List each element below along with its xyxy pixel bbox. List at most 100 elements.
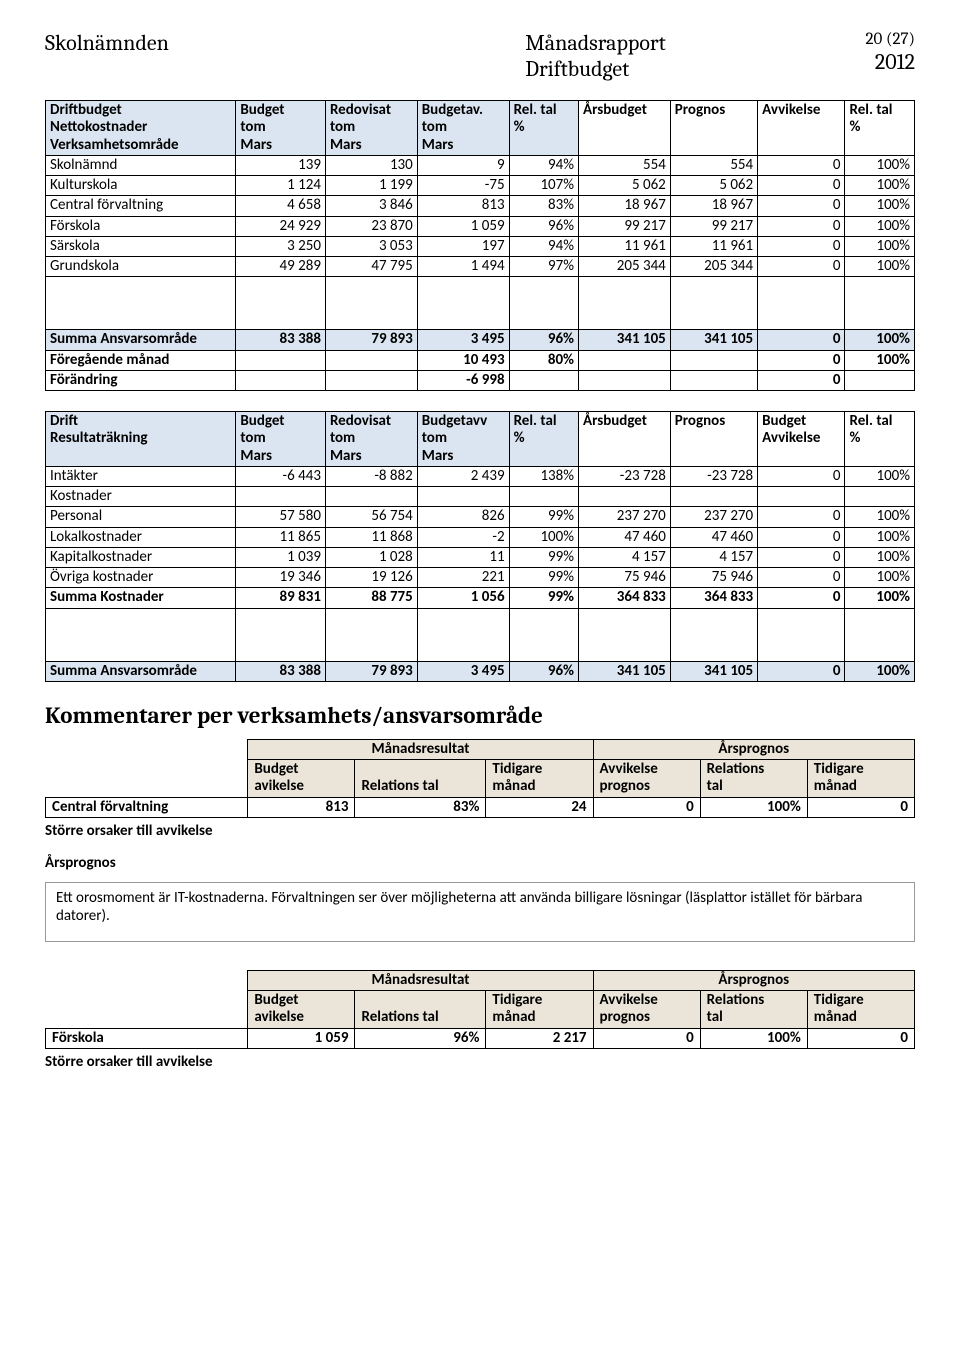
t2-h6a: Prognos bbox=[675, 412, 725, 430]
t2-h7b: Avvikelse bbox=[762, 429, 820, 447]
t1-cell: 554 bbox=[670, 155, 757, 175]
cmt-a2b: tal bbox=[707, 777, 723, 795]
t1-cell: 0 bbox=[758, 176, 845, 196]
t1-cell: 11 961 bbox=[670, 236, 757, 256]
t2-cell: 11 865 bbox=[236, 527, 326, 547]
t2-cell: 2 439 bbox=[417, 466, 509, 486]
t2-cell: 4 157 bbox=[670, 547, 757, 567]
t1-cell: 5 062 bbox=[578, 176, 670, 196]
t1-cell: 100% bbox=[845, 155, 915, 175]
cmt-a3: Tidigare bbox=[814, 760, 864, 778]
t1-h3b: tom bbox=[422, 118, 447, 136]
t1-h0a: Driftbudget bbox=[50, 101, 122, 119]
t1-h2a: Redovisat bbox=[330, 101, 391, 119]
t1-prev-1 bbox=[325, 350, 417, 370]
t1-cell: -75 bbox=[417, 176, 509, 196]
t1-cell: 3 846 bbox=[325, 196, 417, 216]
t1-h6a: Prognos bbox=[675, 101, 725, 119]
c2-m3b: månad bbox=[492, 1008, 535, 1026]
t2-cell bbox=[236, 487, 326, 507]
cmt1-2: 24 bbox=[486, 797, 593, 817]
t2-cell: 75 946 bbox=[670, 568, 757, 588]
t2-cell: 1 028 bbox=[325, 547, 417, 567]
t2-suma-label: Summa Ansvarsområde bbox=[46, 661, 236, 681]
t1-h1b: tom bbox=[240, 118, 265, 136]
t1-label: Kulturskola bbox=[46, 176, 236, 196]
t2-cell: 19 346 bbox=[236, 568, 326, 588]
t2-h3b: tom bbox=[422, 429, 447, 447]
t1-chg-7 bbox=[845, 370, 915, 390]
t2-cell: 100% bbox=[509, 527, 578, 547]
comment-table-2: Månadsresultat Årsprognos Budgetavikelse… bbox=[45, 970, 915, 1049]
t1-cell: 3 053 bbox=[325, 236, 417, 256]
t2-cell: 237 270 bbox=[670, 507, 757, 527]
storre-label-2: Större orsaker till avvikelse bbox=[45, 1053, 915, 1071]
t1-cell: 49 289 bbox=[236, 257, 326, 277]
t2-sk-6: 0 bbox=[758, 588, 845, 608]
t2-sk-0: 89 831 bbox=[236, 588, 326, 608]
t1-cell: 100% bbox=[845, 236, 915, 256]
t1-sum-1: 79 893 bbox=[325, 330, 417, 350]
t2-cell: 99% bbox=[509, 568, 578, 588]
t1-chg-1 bbox=[325, 370, 417, 390]
t2-sk-4: 364 833 bbox=[578, 588, 670, 608]
t2-cell: -2 bbox=[417, 527, 509, 547]
t1-row: Skolnämnd139130994%5545540100% bbox=[46, 155, 915, 175]
t2-cell: 4 157 bbox=[578, 547, 670, 567]
t1-prev-4 bbox=[578, 350, 670, 370]
t1-cell: 205 344 bbox=[578, 257, 670, 277]
t2-sk-7: 100% bbox=[845, 588, 915, 608]
t1-cell: 1 059 bbox=[417, 216, 509, 236]
t1-prev-row: Föregående månad 10 493 80% 0 100% bbox=[46, 350, 915, 370]
t2-cell: 826 bbox=[417, 507, 509, 527]
cmt2-4: 100% bbox=[700, 1028, 807, 1048]
cmt-a3b: månad bbox=[814, 777, 857, 795]
t2-cell: 138% bbox=[509, 466, 578, 486]
t2-row: Kapitalkostnader1 0391 0281199%4 1574 15… bbox=[46, 547, 915, 567]
t2-h8a: Rel. tal bbox=[849, 412, 892, 430]
cmt2-h-m: Månadsresultat bbox=[248, 970, 593, 990]
header-left: Skolnämnden bbox=[45, 30, 385, 82]
t2-cell: 11 bbox=[417, 547, 509, 567]
t1-cell: 24 929 bbox=[236, 216, 326, 236]
t2-sa-0: 83 388 bbox=[236, 661, 326, 681]
t1-sum-0: 83 388 bbox=[236, 330, 326, 350]
t2-suma-row: Summa Ansvarsområde 83 388 79 893 3 495 … bbox=[46, 661, 915, 681]
t2-cell: -23 728 bbox=[578, 466, 670, 486]
c2-a2b: tal bbox=[707, 1008, 723, 1026]
t1-prev-label: Föregående månad bbox=[46, 350, 236, 370]
section-title: Kommentarer per verksamhets/ansvarsområd… bbox=[45, 702, 915, 729]
t1-cell: 100% bbox=[845, 216, 915, 236]
cmt1-3: 0 bbox=[593, 797, 700, 817]
cmt-h-m: Månadsresultat bbox=[248, 739, 593, 759]
t1-h0b: Nettokostnader bbox=[50, 118, 147, 136]
t2-cell: 0 bbox=[758, 547, 845, 567]
t1-cell: 94% bbox=[509, 236, 578, 256]
t2-h1b: tom bbox=[240, 429, 265, 447]
t1-sum-label: Summa Ansvarsområde bbox=[46, 330, 236, 350]
cmt-m1b: avikelse bbox=[254, 777, 304, 795]
t1-prev-3: 80% bbox=[509, 350, 578, 370]
t1-cell: 197 bbox=[417, 236, 509, 256]
t1-chg-2: -6 998 bbox=[417, 370, 509, 390]
t2-h2b: tom bbox=[330, 429, 355, 447]
t1-cell: 18 967 bbox=[670, 196, 757, 216]
t1-chg-0 bbox=[236, 370, 326, 390]
t1-row: Central förvaltning4 6583 84681383%18 96… bbox=[46, 196, 915, 216]
cmt2-3: 0 bbox=[593, 1028, 700, 1048]
t1-cell: 107% bbox=[509, 176, 578, 196]
t2-sa-3: 96% bbox=[509, 661, 578, 681]
t2-sk-5: 364 833 bbox=[670, 588, 757, 608]
t2-cell bbox=[670, 487, 757, 507]
t1-cell: 99 217 bbox=[578, 216, 670, 236]
t2-cell: 11 868 bbox=[325, 527, 417, 547]
c2-a3b: månad bbox=[814, 1008, 857, 1026]
t2-cell: 19 126 bbox=[325, 568, 417, 588]
t1-cell: 83% bbox=[509, 196, 578, 216]
t2-cell: -23 728 bbox=[670, 466, 757, 486]
t1-cell: 11 961 bbox=[578, 236, 670, 256]
t2-h4b: % bbox=[514, 429, 525, 447]
t1-cell: 94% bbox=[509, 155, 578, 175]
t1-cell: 0 bbox=[758, 216, 845, 236]
t2-h7a: Budget bbox=[762, 412, 806, 430]
